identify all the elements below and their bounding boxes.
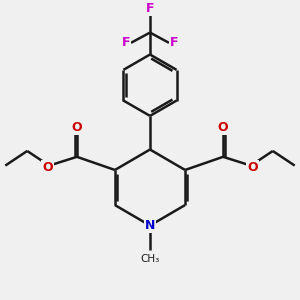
Text: O: O xyxy=(218,121,228,134)
Text: N: N xyxy=(145,219,155,232)
Text: F: F xyxy=(122,36,130,49)
Text: CH₃: CH₃ xyxy=(140,254,160,264)
Text: F: F xyxy=(170,36,178,49)
Text: O: O xyxy=(247,161,258,174)
Text: F: F xyxy=(146,2,154,15)
Text: O: O xyxy=(72,121,82,134)
Text: O: O xyxy=(42,161,53,174)
